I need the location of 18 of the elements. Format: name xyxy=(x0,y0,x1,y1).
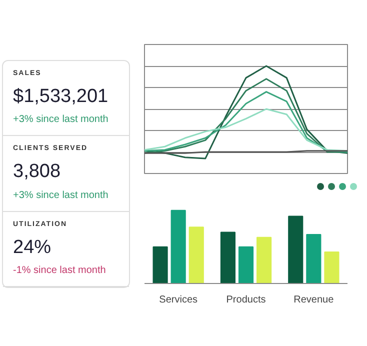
bar xyxy=(256,236,272,284)
bar xyxy=(152,246,168,284)
bar xyxy=(188,226,204,284)
bar xyxy=(170,210,186,284)
x-tick-label: Products xyxy=(226,294,266,306)
bar xyxy=(306,234,322,284)
text: $1,533,201 xyxy=(13,85,110,109)
bar xyxy=(238,246,254,284)
text: +3% since last month xyxy=(13,113,110,128)
text: +3% since last month xyxy=(13,188,110,203)
x-tick-label: Revenue xyxy=(294,294,334,306)
text: 24% xyxy=(13,236,52,260)
text: 3,808 xyxy=(13,160,62,184)
text: -1% since last month xyxy=(13,264,107,278)
bar xyxy=(324,252,340,284)
x-tick-label: Services xyxy=(159,294,198,306)
bar xyxy=(288,216,304,284)
bar xyxy=(220,232,236,284)
